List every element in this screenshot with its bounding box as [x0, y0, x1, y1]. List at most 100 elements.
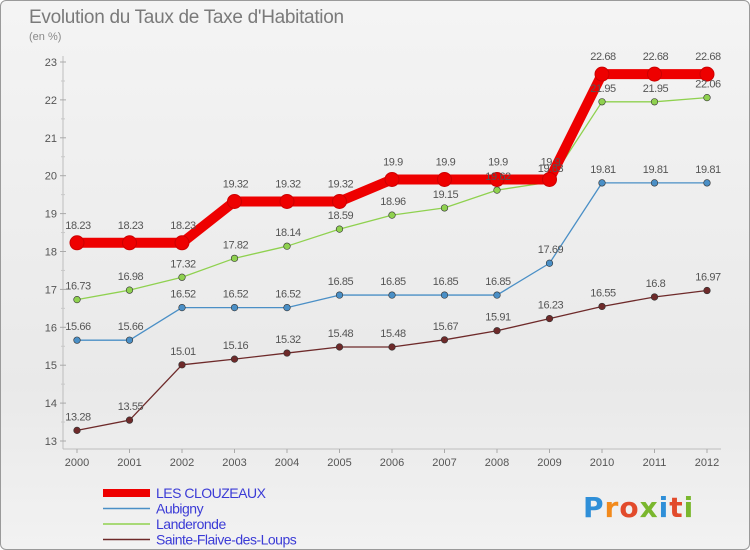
- data-label: 19.9: [488, 156, 508, 168]
- data-point: [335, 225, 344, 233]
- data-point: [125, 286, 134, 294]
- x-tick-label: 2012: [695, 457, 719, 469]
- data-label: 16.85: [328, 276, 354, 288]
- data-point: [279, 193, 295, 209]
- legend-label: Landeronde: [156, 516, 226, 532]
- y-tick-label: 13: [45, 436, 57, 448]
- y-tick-label: 23: [45, 57, 57, 69]
- data-point: [493, 327, 501, 335]
- data-label: 19.81: [590, 164, 616, 176]
- data-point: [650, 179, 659, 187]
- data-label: 16.98: [118, 271, 144, 283]
- data-label: 16.55: [590, 287, 616, 299]
- x-tick-label: 2011: [643, 457, 667, 469]
- x-tick-label: 2003: [222, 457, 246, 469]
- data-label: 18.96: [380, 196, 406, 208]
- data-point: [283, 242, 291, 250]
- data-label: 22.68: [643, 51, 669, 63]
- data-label: 21.95: [590, 83, 616, 95]
- data-point: [73, 426, 81, 434]
- y-tick-label: 16: [45, 322, 57, 334]
- data-label: 16.52: [223, 289, 249, 301]
- data-point: [703, 94, 711, 102]
- data-label: 15.16: [223, 340, 249, 352]
- data-point: [598, 302, 606, 311]
- unit-label: (en %): [29, 31, 62, 43]
- x-tick-label: 2006: [380, 457, 404, 469]
- data-label: 16.85: [433, 276, 459, 288]
- data-point: [125, 416, 134, 424]
- data-label: 16.8: [646, 278, 666, 290]
- data-point: [388, 291, 396, 299]
- data-point: [440, 204, 449, 212]
- data-label: 19.32: [223, 178, 249, 190]
- data-point: [437, 171, 452, 187]
- data-label: 18.23: [65, 220, 91, 232]
- y-tick-label: 19: [45, 209, 57, 221]
- data-label: 13.28: [65, 411, 91, 423]
- y-tick-label: 18: [45, 247, 57, 259]
- x-tick-label: 2004: [275, 457, 299, 469]
- y-tick-label: 14: [45, 398, 57, 410]
- data-label: 18.23: [118, 220, 144, 232]
- chart-title: Evolution du Taux de Taxe d'Habitation: [29, 7, 344, 28]
- data-label: 19.9: [541, 156, 561, 168]
- data-point: [73, 296, 81, 304]
- data-label: 19.9: [436, 156, 456, 168]
- x-tick-label: 2002: [170, 457, 194, 469]
- proxiti-logo: Proxiti: [583, 491, 695, 524]
- data-point: [178, 273, 186, 281]
- data-point: [647, 66, 662, 82]
- data-label: 15.01: [170, 346, 196, 358]
- data-point: [69, 235, 85, 251]
- data-label: 19.62: [485, 171, 511, 183]
- data-label: 17.69: [538, 244, 564, 256]
- x-tick-label: 2009: [537, 457, 561, 469]
- data-point: [388, 211, 396, 219]
- data-point: [335, 291, 344, 299]
- y-tick-label: 15: [45, 360, 57, 372]
- x-tick-label: 2010: [590, 457, 614, 469]
- data-label: 16.85: [380, 276, 406, 288]
- data-point: [493, 186, 501, 194]
- data-label: 16.73: [65, 281, 91, 293]
- x-tick-label: 2005: [327, 457, 351, 469]
- data-point: [283, 349, 291, 357]
- data-label: 16.97: [695, 272, 721, 284]
- y-tick-label: 21: [45, 133, 57, 145]
- data-point: [598, 98, 606, 106]
- data-point: [335, 343, 344, 351]
- data-label: 22.06: [695, 79, 721, 91]
- data-label: 15.66: [65, 321, 91, 333]
- data-label: 16.23: [538, 300, 564, 312]
- data-label: 19.32: [328, 178, 354, 190]
- data-label: 15.32: [275, 334, 301, 346]
- data-point: [650, 293, 659, 301]
- x-tick-label: 2007: [432, 457, 456, 469]
- data-label: 22.68: [590, 51, 616, 63]
- data-point: [122, 235, 137, 251]
- data-label: 16.52: [170, 289, 196, 301]
- data-point: [230, 355, 239, 363]
- y-tick-label: 22: [45, 95, 57, 107]
- data-point: [598, 179, 606, 187]
- data-label: 18.23: [170, 220, 196, 232]
- x-tick-label: 2008: [485, 457, 509, 469]
- data-label: 21.95: [643, 83, 669, 95]
- data-point: [230, 254, 239, 262]
- data-point: [703, 286, 711, 295]
- data-point: [440, 291, 449, 299]
- data-point: [703, 179, 711, 187]
- data-point: [174, 235, 190, 251]
- data-label: 15.66: [118, 321, 144, 333]
- data-point: [227, 193, 242, 209]
- data-point: [545, 314, 554, 323]
- data-point: [388, 343, 396, 351]
- data-label: 16.85: [485, 276, 511, 288]
- data-point: [73, 336, 81, 344]
- data-label: 19.15: [433, 189, 459, 201]
- data-label: 18.14: [275, 227, 301, 239]
- data-label: 19.81: [643, 164, 669, 176]
- data-label: 15.67: [433, 321, 459, 333]
- data-label: 19.83: [538, 163, 564, 175]
